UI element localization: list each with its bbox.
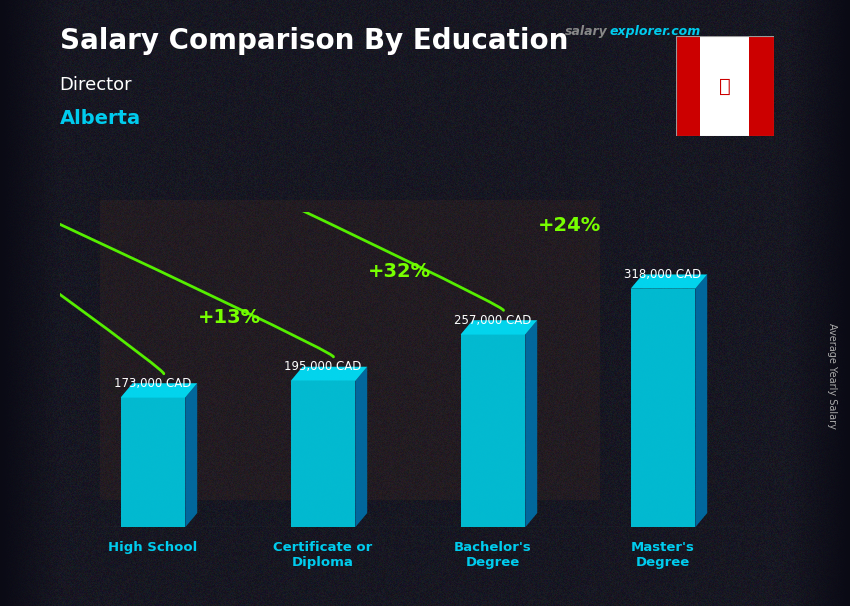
Polygon shape (291, 381, 355, 527)
Polygon shape (695, 275, 707, 527)
Polygon shape (461, 335, 525, 527)
Text: Alberta: Alberta (60, 109, 140, 128)
Text: 257,000 CAD: 257,000 CAD (454, 313, 532, 327)
Text: 318,000 CAD: 318,000 CAD (625, 268, 701, 281)
Polygon shape (291, 367, 367, 381)
Text: 🍁: 🍁 (719, 77, 730, 96)
Bar (749, 36, 774, 136)
Bar (676, 36, 700, 136)
Text: explorer.com: explorer.com (609, 25, 700, 38)
Text: 173,000 CAD: 173,000 CAD (114, 376, 192, 390)
FancyArrowPatch shape (0, 0, 333, 357)
Text: +24%: +24% (538, 216, 601, 235)
Text: Salary Comparison By Education: Salary Comparison By Education (60, 27, 568, 55)
Text: +32%: +32% (368, 262, 431, 281)
Polygon shape (121, 383, 197, 398)
Text: Director: Director (60, 76, 132, 94)
Bar (700, 36, 749, 136)
Text: Average Yearly Salary: Average Yearly Salary (827, 323, 837, 428)
Polygon shape (185, 383, 197, 527)
Polygon shape (355, 367, 367, 527)
FancyArrowPatch shape (0, 0, 503, 310)
Text: +13%: +13% (198, 308, 261, 327)
Polygon shape (121, 398, 185, 527)
FancyArrowPatch shape (0, 0, 164, 374)
Polygon shape (631, 275, 707, 288)
Text: salary: salary (565, 25, 608, 38)
Text: 195,000 CAD: 195,000 CAD (284, 360, 362, 373)
Polygon shape (631, 288, 695, 527)
Polygon shape (461, 320, 537, 335)
Polygon shape (525, 320, 537, 527)
